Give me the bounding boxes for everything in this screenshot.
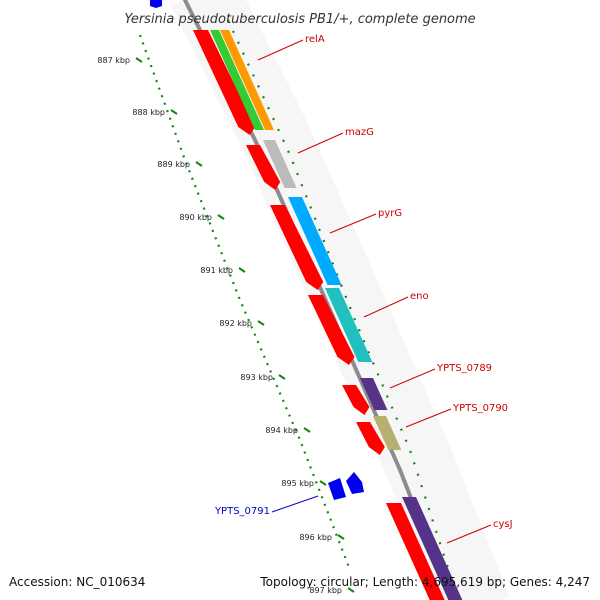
tick-mark [257,320,265,326]
category-bar-relA [210,30,264,130]
cds-bar-cysJ [386,503,445,600]
tick-mark [170,109,178,115]
tick-mark [319,480,327,486]
reverse-gene-YPTS_0791 [346,472,364,494]
reverse-gene-top [150,0,162,8]
tick-mark [195,161,203,167]
tick-mark [303,427,311,433]
gene-label-YPTS_0789: YPTS_0789 [436,363,492,374]
cds-bar-YPTS_0789 [342,385,370,415]
tick-label: 889 kbp [157,160,190,169]
leader-line-mazG [297,132,344,154]
leader-line-YPTS_0789 [389,368,436,389]
category-bar-eno [325,288,373,362]
gene-label-relA: relA [305,34,325,45]
gene-label-eno: eno [410,291,429,302]
gene-label-pyrG: pyrG [378,208,402,219]
tick-mark [217,214,225,220]
tick-label: 887 kbp [97,56,130,65]
leader-line-cysJ [446,524,492,544]
map-title: Yersinia pseudotuberculosis PB1/+, compl… [124,12,475,27]
leader-line-YPTS_0790 [405,408,452,428]
tick-mark [347,587,355,593]
category-bar-cysJ [402,497,463,600]
leader-line-relA [257,39,304,61]
category-bar-pyrG [288,197,342,285]
tick-mark [337,534,345,540]
reverse-gene-YPTS_0791 [328,478,346,500]
tick-label: 892 kbp [219,319,252,328]
gene-label-cysJ: cysJ [493,519,513,530]
cds-bar-eno [308,295,355,365]
category-bar-relA [220,30,274,130]
genome-summary-text: Topology: circular; Length: 4,695,619 bp… [259,575,590,589]
leader-line-eno [363,296,409,318]
tick-label: 891 kbp [200,266,233,275]
gene-label-YPTS_0791: YPTS_0791 [214,506,270,517]
gene-label-mazG: mazG [345,127,374,138]
cds-bar-pyrG [270,205,324,290]
leader-line-pyrG [329,213,377,234]
tick-label: 893 kbp [240,373,273,382]
tick-label: 896 kbp [299,533,332,542]
cds-bar-YPTS_0790 [356,422,385,455]
tick-mark [135,57,143,63]
gc-content-line [138,34,352,571]
cds-bar-mazG [246,145,281,190]
leader-line-YPTS_0791 [271,495,319,513]
tick-label: 894 kbp [265,426,298,435]
category-bar-mazG [263,140,297,188]
cds-bar-relA [193,30,256,135]
gc-skew-line [227,19,457,591]
tick-mark [278,374,286,380]
tick-label: 888 kbp [132,108,165,117]
category-bar-YPTS_0790 [373,416,402,450]
accession-text: Accession: NC_010634 [9,575,145,589]
tick-label: 897 kbp [309,586,342,595]
tick-label: 895 kbp [281,479,314,488]
tick-label: 890 kbp [179,213,212,222]
tick-mark [238,267,246,273]
category-bar-YPTS_0789 [360,378,388,410]
gene-label-YPTS_0790: YPTS_0790 [452,403,508,414]
